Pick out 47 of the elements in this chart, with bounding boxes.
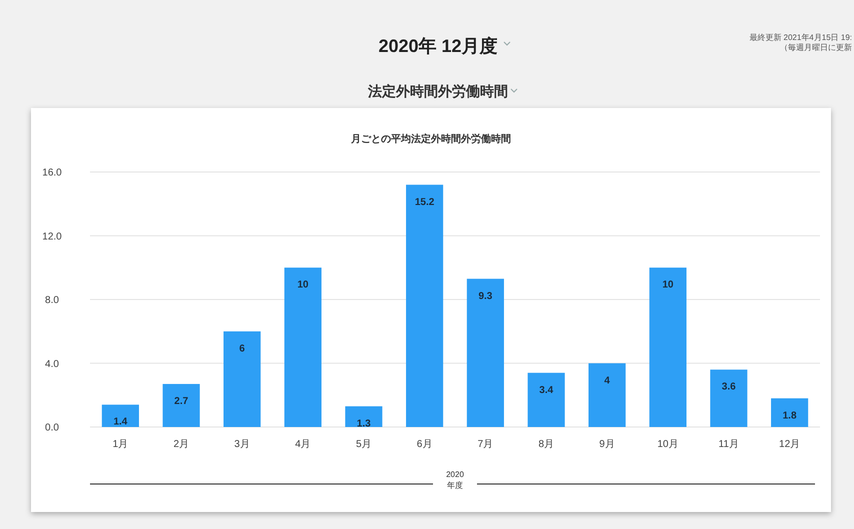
data-label: 3.4 <box>539 384 554 396</box>
x-tick-label: 9月 <box>599 439 615 450</box>
data-label: 15.2 <box>414 196 435 208</box>
bar <box>345 406 382 427</box>
chart-subtitle: 法定外時間外労働時間 <box>367 83 508 99</box>
y-tick-label: 16.0 <box>42 168 62 178</box>
bar <box>588 363 626 427</box>
y-tick-label: 4.0 <box>45 358 60 370</box>
x-tick-label: 10月 <box>657 439 678 450</box>
data-label: 2.7 <box>174 396 189 407</box>
data-label: 10 <box>662 280 674 291</box>
bar <box>771 398 808 427</box>
x-tick-label: 11月 <box>718 439 739 450</box>
y-tick-label: 8.0 <box>45 295 60 306</box>
data-label: 3.6 <box>722 382 736 393</box>
x-tick-label: 2月 <box>173 439 190 450</box>
bar <box>528 372 565 427</box>
text: （毎週月曜日に更新 <box>780 43 852 52</box>
data-label: 6 <box>239 343 246 354</box>
bar <box>162 384 200 427</box>
x-tick-label: 12月 <box>779 439 800 450</box>
x-tick-label: 4月 <box>295 439 311 450</box>
bar <box>284 268 322 427</box>
bar <box>224 331 261 427</box>
text: 月ごとの平均法定外時間外労働時間 <box>350 133 511 145</box>
data-label: 1.8 <box>782 410 797 422</box>
data-label: 4 <box>604 375 610 386</box>
x-tick-label: 8月 <box>538 439 554 450</box>
y-tick-label: 0.0 <box>45 422 60 434</box>
bar <box>102 404 139 427</box>
chart-title: 2020年 12月度 <box>378 36 498 56</box>
data-label: 1.4 <box>113 416 128 428</box>
x-tick-label: 3月 <box>234 439 250 450</box>
x-tick-label: 5月 <box>356 439 372 450</box>
x-tick-label: 7月 <box>478 439 494 450</box>
data-label: 10 <box>297 280 309 291</box>
x-tick-label: 1月 <box>112 439 128 450</box>
x-axis-title: 2020 年度 <box>446 470 464 490</box>
bar <box>649 268 686 427</box>
x-tick-label: 6月 <box>416 439 432 450</box>
data-label: 1.3 <box>356 418 372 430</box>
text: 最終更新 2021年4月15日 19: <box>749 33 852 42</box>
bar <box>710 370 748 427</box>
y-tick-label: 12.0 <box>42 231 62 242</box>
bar <box>406 184 444 427</box>
data-label: 9.3 <box>478 290 493 302</box>
bar <box>466 278 504 427</box>
